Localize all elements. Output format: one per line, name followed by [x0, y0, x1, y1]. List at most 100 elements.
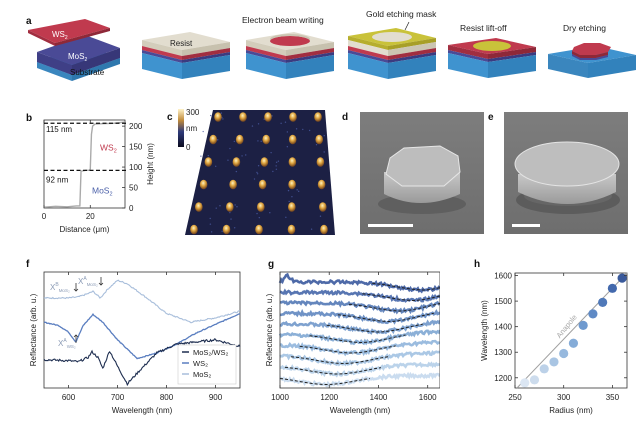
block-ebeam — [246, 32, 334, 79]
afm-noise-dot — [230, 218, 232, 220]
fit-dashed-line — [326, 323, 423, 333]
fit-dashed-line — [362, 293, 440, 302]
afm-noise-dot — [302, 128, 304, 131]
exciton-label: XAMoS₂ — [78, 276, 98, 287]
afm-noise-dot — [235, 170, 238, 173]
annotation-mos2: MoS2 — [92, 186, 113, 198]
y-axis-label: Height (nm) — [146, 143, 155, 185]
x-tick-label: 600 — [62, 393, 76, 402]
scatter-point — [539, 364, 549, 374]
afm-noise-dot — [269, 211, 271, 214]
legend-label: MoS₂ — [193, 370, 211, 379]
afm-noise-dot — [257, 123, 260, 125]
mos2-layer-label: MoS2 — [68, 52, 87, 63]
afm-noise-dot — [286, 145, 289, 148]
panel-label-e: e — [488, 112, 494, 123]
afm-noise-dot — [284, 121, 287, 123]
x-tick-label: 250 — [508, 393, 522, 402]
afm-nanodisk — [264, 112, 272, 122]
afm-noise-dot — [310, 228, 313, 230]
legend-label: MoS₂/WS₂ — [193, 348, 228, 357]
afm-nanodisk — [315, 134, 323, 145]
afm-noise-dot — [215, 207, 217, 209]
fit-dashed-line — [337, 312, 434, 323]
afm-noise-dot — [297, 190, 300, 193]
plot-frame — [43, 271, 241, 389]
panel-a-schematic: WS2 MoS2 Substrate Resist — [28, 19, 636, 81]
afm-nanodisk — [235, 134, 244, 145]
afm-noise-dot — [256, 171, 258, 174]
colorbar-min-label: 0 — [186, 143, 191, 152]
spectrum-line-mos2-ws2 — [43, 338, 241, 387]
afm-noise-dot — [229, 211, 231, 214]
afm-nanodisk — [190, 224, 198, 235]
disk-top — [514, 141, 620, 187]
annotation-92nm: 92 nm — [46, 175, 69, 184]
gold-mask-pointer — [404, 21, 410, 31]
panel-label-g: g — [268, 259, 275, 270]
annotation-115nm: 115 nm — [46, 125, 72, 134]
afm-nanodisk — [287, 224, 296, 235]
x-axis-label: Distance (μm) — [60, 225, 110, 234]
afm-noise-dot — [308, 129, 311, 132]
anapole-line — [516, 272, 628, 389]
afm-noise-dot — [233, 140, 236, 143]
spectrum-line-mos2 — [43, 279, 241, 324]
afm-noise-dot — [275, 161, 278, 163]
afm-nanodisk — [288, 134, 297, 145]
x-tick-label: 20 — [86, 212, 95, 221]
afm-noise-dot — [236, 206, 238, 208]
afm-noise-dot — [227, 159, 229, 161]
spectrum-line — [279, 361, 440, 378]
caption-liftoff: Resist lift-off — [460, 23, 507, 33]
afm-noise-dot — [319, 215, 322, 217]
block-resist — [142, 32, 230, 79]
x-tick-label: 1400 — [370, 393, 388, 402]
ws2-layer-label: WS2 — [52, 30, 68, 41]
scatter-point — [607, 283, 617, 293]
colorbar-unit-label: nm — [186, 124, 197, 133]
panel-d-sem-image — [360, 112, 484, 234]
afm-noise-dot — [275, 168, 278, 170]
afm-noise-dot — [207, 154, 210, 157]
panel-e-sem-image — [504, 112, 628, 234]
y-axis-label: Reflectance (arb. u.) — [29, 293, 38, 366]
afm-nanodisk — [232, 157, 241, 167]
scatter-point — [568, 338, 579, 348]
substrate-front — [37, 62, 72, 81]
afm-noise-dot — [214, 165, 217, 168]
colorbar-max-label: 300 — [186, 108, 200, 117]
afm-nanodisk — [258, 179, 267, 190]
afm-noise-dot — [253, 178, 256, 180]
afm-nanodisk — [288, 202, 296, 212]
y-tick-label: 200 — [129, 122, 143, 131]
substrate-layer-label: Substrate — [70, 68, 105, 77]
fit-dashed-line — [372, 282, 440, 291]
afm-nanodisk — [288, 157, 297, 167]
afm-noise-dot — [295, 128, 298, 130]
plot-frame — [514, 272, 628, 389]
afm-noise-dot — [209, 223, 212, 225]
afm-noise-dot — [219, 205, 221, 207]
afm-noise-dot — [209, 114, 212, 117]
etched-disk — [572, 43, 611, 55]
fit-dashed-line — [299, 345, 396, 354]
afm-noise-dot — [323, 134, 325, 137]
panel-label-d: d — [342, 112, 349, 123]
y-tick-label: 50 — [129, 184, 138, 193]
afm-noise-dot — [229, 147, 231, 150]
afm-noise-dot — [291, 196, 293, 198]
afm-noise-dot — [296, 189, 298, 191]
afm-nanodisk — [209, 134, 217, 145]
x-axis-label: Radius (nm) — [549, 406, 593, 415]
panel-label-b: b — [26, 113, 33, 124]
y-axis-label: Reflectance (arb. u.) — [265, 293, 274, 366]
afm-noise-dot — [221, 230, 223, 232]
scatter-point — [549, 357, 559, 367]
block-layer-stack — [28, 19, 120, 81]
afm-noise-dot — [257, 165, 260, 167]
afm-noise-dot — [220, 112, 223, 114]
panel-b-height-profile: 0 50 100 150 200 0 20 Distance (μm) Height (nm) 1… — [42, 119, 155, 234]
afm-noise-dot — [202, 130, 204, 133]
